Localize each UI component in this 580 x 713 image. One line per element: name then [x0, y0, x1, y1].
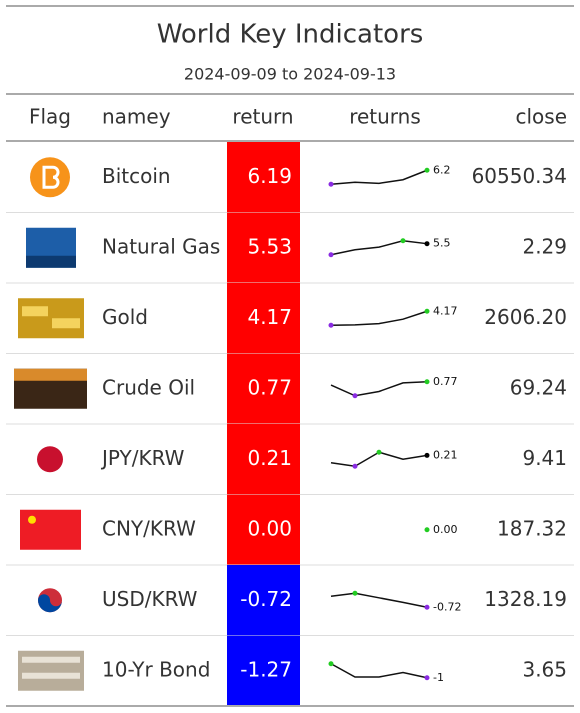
title: World Key Indicators [157, 20, 424, 50]
spark-label: 4.17 [433, 304, 458, 317]
flag-icon [52, 318, 80, 329]
asset-name: CNY/KRW [102, 516, 196, 540]
spark-point [352, 590, 358, 596]
flag-icon [30, 157, 70, 198]
col-header: return [232, 105, 293, 129]
asset-name: Bitcoin [102, 164, 171, 188]
return-cell [227, 494, 300, 565]
return-cell [227, 142, 300, 213]
sparkline [330, 310, 428, 326]
flag-icon [38, 594, 62, 613]
asset-name: 10-Yr Bond [102, 657, 210, 681]
spark-point [424, 241, 430, 247]
close-value: 2606.20 [484, 305, 567, 329]
return-value: 4.17 [247, 305, 292, 329]
spark-point [424, 527, 430, 533]
flag-icon [37, 446, 63, 473]
asset-name: JPY/KRW [100, 446, 185, 470]
spark-point [328, 322, 334, 328]
flag [37, 446, 63, 473]
return-cell [227, 212, 300, 283]
return-cell [227, 424, 300, 495]
flag-icon [22, 306, 48, 317]
sparkline [330, 381, 428, 397]
sparkline [330, 239, 428, 256]
asset-name: Crude Oil [102, 375, 195, 399]
close-value: 60550.34 [472, 164, 567, 188]
col-header: namey [102, 105, 171, 129]
sparkline [330, 169, 428, 185]
flag-icon [22, 656, 80, 663]
return-value: 0.00 [247, 516, 292, 540]
return-value: 0.77 [247, 375, 292, 399]
flag-icon [22, 672, 80, 679]
col-header: close [515, 105, 567, 129]
spark-point [328, 661, 334, 667]
return-cell [227, 565, 300, 636]
spark-label: 0.21 [433, 448, 458, 461]
close-value: 1328.19 [484, 587, 567, 611]
flag [18, 298, 84, 339]
sparkline [330, 592, 428, 608]
spark-point [424, 167, 430, 173]
flag [30, 157, 70, 198]
flag [20, 509, 81, 550]
spark-label: 0.00 [433, 523, 458, 536]
flag [38, 588, 62, 613]
close-value: 69.24 [510, 375, 567, 399]
asset-name: Natural Gas [102, 234, 220, 258]
flag [14, 368, 87, 409]
subtitle: 2024-09-09 to 2024-09-13 [184, 65, 396, 84]
close-value: 187.32 [497, 516, 567, 540]
flag-icon [14, 368, 87, 381]
spark-point [352, 393, 358, 399]
return-value: 6.19 [247, 164, 292, 188]
spark-point [376, 449, 382, 455]
spark-point [424, 604, 430, 610]
return-value: 5.53 [247, 234, 292, 258]
asset-name: Gold [102, 305, 148, 329]
flag [26, 227, 76, 268]
spark-label: 6.2 [433, 163, 451, 176]
return-cell [227, 283, 300, 354]
spark-point [328, 181, 334, 187]
sparkline [330, 663, 428, 679]
col-header: Flag [29, 105, 71, 129]
return-cell [227, 353, 300, 424]
spark-point [328, 252, 334, 258]
return-cell [227, 635, 300, 706]
spark-point [400, 238, 406, 244]
spark-point [424, 452, 430, 458]
flag-icon [42, 165, 60, 189]
spark-point [352, 463, 358, 469]
asset-name: USD/KRW [102, 587, 198, 611]
return-value: 0.21 [247, 446, 292, 470]
close-value: 2.29 [522, 234, 567, 258]
close-value: 3.65 [522, 657, 567, 681]
close-value: 9.41 [522, 446, 567, 470]
spark-label: 5.5 [433, 237, 451, 250]
return-value: -1.27 [240, 657, 292, 681]
col-header: returns [349, 105, 421, 129]
spark-label: 0.77 [433, 375, 458, 388]
spark-label: -0.72 [433, 600, 461, 613]
flag [18, 650, 84, 691]
flag-icon [20, 509, 81, 550]
spark-point [424, 675, 430, 681]
flag-icon [26, 255, 76, 268]
spark-point [424, 379, 430, 385]
spark-label: -1 [433, 671, 444, 684]
return-value: -0.72 [240, 587, 292, 611]
flag-icon [28, 515, 36, 524]
spark-point [424, 308, 430, 314]
